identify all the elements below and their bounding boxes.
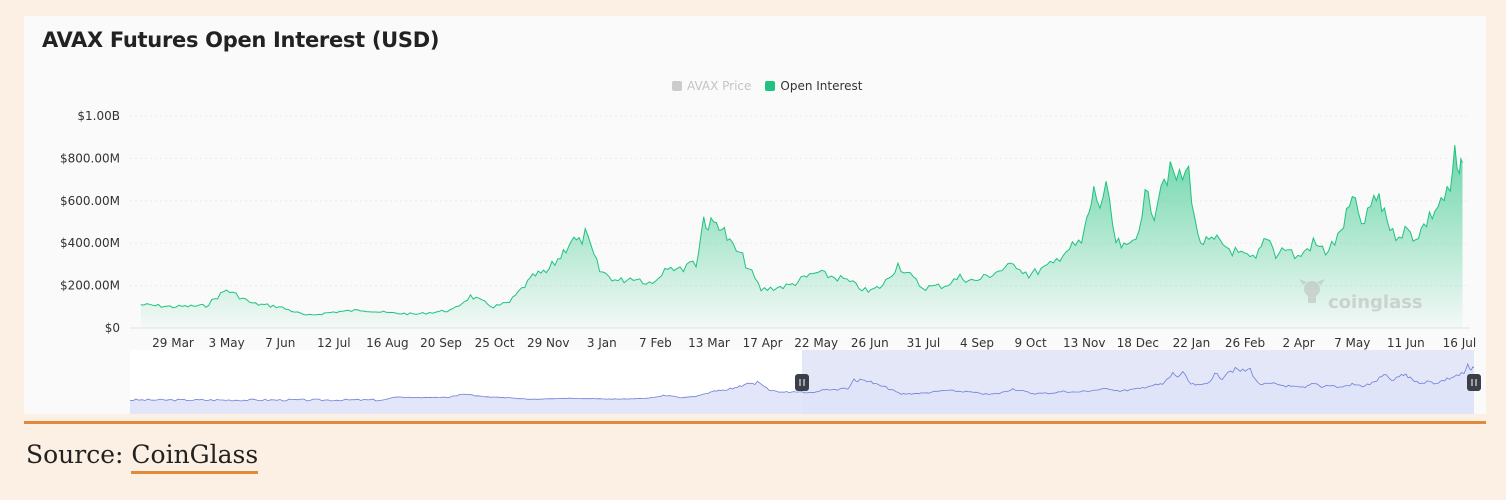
coinglass-wordmark: coinglass	[1328, 292, 1423, 313]
x-tick-label: 25 Oct	[475, 336, 515, 350]
x-tick-label: 26 Jun	[851, 336, 889, 350]
y-tick-label: $1.00B	[77, 109, 120, 123]
legend-swatch-open-interest	[765, 81, 776, 91]
legend-item-avax-price[interactable]: AVAX Price	[672, 79, 751, 93]
chart-title: AVAX Futures Open Interest (USD)	[42, 28, 440, 52]
source-link[interactable]: CoinGlass	[131, 440, 259, 474]
x-tick-label: 26 Feb	[1225, 336, 1265, 350]
x-tick-label: 31 Jul	[907, 336, 941, 350]
chart-plot: $0 $200.00M $400.00M $600.00M $800.00M $1.00B…	[60, 109, 1481, 414]
open-interest-line	[140, 145, 1463, 316]
x-tick-label: 29 Nov	[527, 336, 570, 350]
x-tick-label: 7 May	[1334, 336, 1370, 350]
x-tick-label: 2 Apr	[1282, 336, 1314, 350]
chart-legend: AVAX Price Open Interest	[672, 79, 863, 93]
chart-card: AVAX Futures Open Interest (USD) AVAX Pr…	[24, 16, 1486, 414]
range-navigator[interactable]	[129, 350, 1481, 414]
y-axis-ticks: $0 $200.00M $400.00M $600.00M $800.00M $1.00B	[60, 109, 120, 335]
y-tick-label: $200.00M	[60, 279, 120, 293]
legend-label-avax-price: AVAX Price	[687, 79, 752, 93]
x-tick-label: 16 Jul	[1443, 336, 1477, 350]
x-tick-label: 7 Jun	[265, 336, 295, 350]
source-credit: Source: CoinGlass	[26, 440, 259, 474]
x-tick-label: 13 Nov	[1063, 336, 1106, 350]
coinglass-watermark: coinglass	[1299, 279, 1423, 313]
y-tick-label: $0	[105, 321, 120, 335]
navigator-handle-left[interactable]	[795, 374, 809, 391]
x-tick-label: 18 Dec	[1117, 336, 1159, 350]
y-tick-label: $400.00M	[60, 236, 120, 250]
x-tick-label: 22 May	[794, 336, 838, 350]
x-tick-label: 4 Sep	[960, 336, 994, 350]
x-tick-label: 29 Mar	[152, 336, 194, 350]
x-tick-label: 3 May	[208, 336, 244, 350]
legend-item-open-interest[interactable]: Open Interest	[765, 79, 863, 93]
x-tick-label: 9 Oct	[1014, 336, 1046, 350]
source-prefix: Source:	[26, 440, 132, 469]
y-tick-label: $600.00M	[60, 194, 120, 208]
navigator-series-area	[130, 364, 1474, 414]
x-tick-label: 7 Feb	[639, 336, 672, 350]
coinglass-logo-icon	[1299, 279, 1325, 303]
legend-swatch-avax-price	[672, 81, 682, 91]
x-tick-label: 17 Apr	[743, 336, 783, 350]
x-tick-label: 11 Jun	[1387, 336, 1425, 350]
x-tick-label: 12 Jul	[317, 336, 351, 350]
x-tick-label: 3 Jan	[587, 336, 617, 350]
x-tick-label: 13 Mar	[688, 336, 730, 350]
open-interest-area	[140, 145, 1463, 328]
x-axis-ticks: 29 Mar 3 May 7 Jun 12 Jul 16 Aug 20 Sep 25 Oct…	[152, 336, 1476, 350]
legend-label-open-interest: Open Interest	[780, 79, 863, 93]
footer-divider	[24, 421, 1486, 424]
x-tick-label: 20 Sep	[420, 336, 462, 350]
navigator-series-line	[129, 362, 1475, 402]
navigator-handle-right[interactable]	[1467, 374, 1481, 391]
x-tick-label: 16 Aug	[366, 336, 409, 350]
x-tick-label: 22 Jan	[1173, 336, 1211, 350]
y-tick-label: $800.00M	[60, 151, 120, 165]
